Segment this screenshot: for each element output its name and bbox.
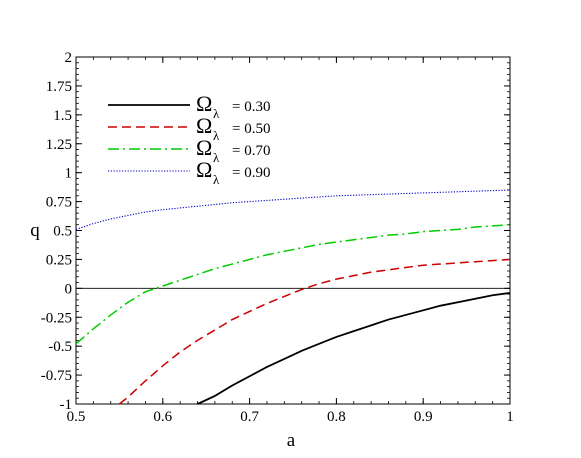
- y-axis-title: q: [30, 220, 40, 241]
- series-line-1: [197, 292, 511, 405]
- series-lines: [75, 189, 511, 405]
- legend-symbol: Ω: [196, 157, 212, 182]
- legend-value-label: = 0.50: [232, 121, 270, 137]
- legend-value-label: = 0.30: [232, 99, 270, 115]
- y-tick-label: 1.25: [46, 137, 72, 153]
- x-tick-label: 0.7: [240, 409, 259, 425]
- y-tick-label: 0: [65, 281, 73, 297]
- x-tick-label: 1: [506, 409, 514, 425]
- y-tick-label: -0.25: [41, 310, 72, 326]
- legend-symbol: Ω: [196, 91, 212, 116]
- x-tick-label: 0.9: [414, 409, 433, 425]
- legend-symbol: Ω: [196, 135, 212, 160]
- series-line-2: [118, 258, 511, 405]
- y-tick-label: -0.75: [41, 368, 72, 384]
- series-line-3: [75, 223, 511, 345]
- series-line-4: [75, 189, 511, 230]
- y-tick-label: 1.5: [53, 108, 72, 124]
- y-tick-label: -1: [60, 397, 73, 413]
- y-tick-label: 0.25: [46, 252, 72, 268]
- legend-symbol: Ω: [196, 113, 212, 138]
- y-tick-label: 1: [65, 166, 73, 182]
- y-tick-label: 0.5: [53, 224, 72, 240]
- y-tick-label: -0.5: [48, 339, 72, 355]
- legend-subscript: λ: [213, 150, 220, 165]
- legend-subscript: λ: [213, 172, 220, 187]
- y-tick-label: 0.75: [46, 195, 72, 211]
- legend-subscript: λ: [213, 128, 220, 143]
- legend-value-label: = 0.90: [232, 165, 270, 181]
- legend-subscript: λ: [213, 106, 220, 121]
- x-axis-title: a: [287, 430, 296, 451]
- x-tick-label: 0.6: [153, 409, 172, 425]
- x-tick-label: 0.8: [327, 409, 346, 425]
- axis-ticks: 0.5 0.6 0.7 0.8 0.9 1 -1 -0.75 -0.5 -0.25 0 0.25 0.5…: [41, 50, 514, 425]
- y-tick-label: 2: [65, 50, 73, 66]
- y-tick-label: 1.75: [46, 79, 72, 95]
- legend-value-label: = 0.70: [232, 143, 270, 159]
- x-tick-label: 0.5: [67, 409, 86, 425]
